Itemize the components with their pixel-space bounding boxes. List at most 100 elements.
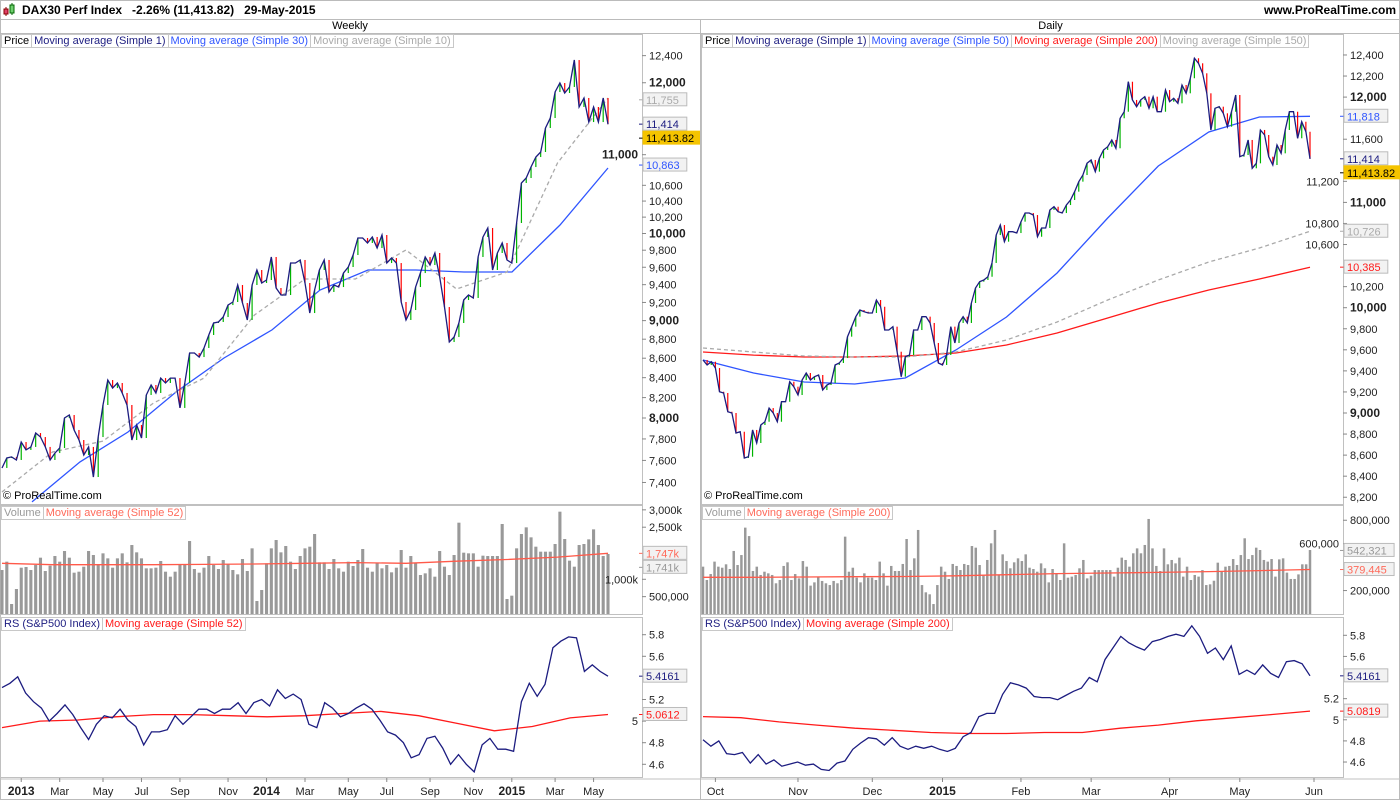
volume-bar	[495, 556, 499, 614]
volume-bar	[38, 557, 43, 614]
volume-bar	[322, 562, 326, 614]
timeframe-title: Weekly	[0, 20, 700, 34]
volume-bar	[1162, 548, 1166, 614]
volume-bar	[1205, 585, 1208, 614]
volume-bar	[29, 570, 33, 614]
legend-item[interactable]: Volume	[703, 507, 745, 519]
legend-item[interactable]: Moving average (Simple 200)	[806, 618, 950, 630]
x-tick-label: Jul	[380, 786, 394, 798]
rs-moving-average-line	[702, 710, 1311, 735]
volume-bar	[587, 539, 591, 614]
daily-chart[interactable]: Daily 12,400 12,200 12,000 11,600 11,200 11,0…	[700, 20, 1400, 800]
volume-bar	[1193, 574, 1196, 614]
last-value-box	[1343, 542, 1395, 557]
legend-item[interactable]: Moving average (Simple 150)	[1162, 35, 1307, 47]
legend-item[interactable]: Price	[703, 35, 734, 47]
volume-bar	[486, 556, 490, 614]
volume-bar	[1243, 538, 1246, 614]
y-tick-label: 4.8	[1350, 736, 1365, 748]
volume-bar	[183, 564, 187, 614]
volume-bar	[399, 550, 403, 614]
legend-item[interactable]: Moving average (Simple 200)	[746, 507, 891, 519]
legend-item[interactable]: Moving average (Simple 200)	[1012, 35, 1161, 47]
x-tick-label: 2014	[253, 784, 280, 798]
volume-bar	[601, 556, 605, 614]
legend-item[interactable]: Moving average (Simple 52)	[45, 507, 184, 519]
volume-bar	[974, 547, 978, 614]
volume-bar	[1239, 555, 1243, 614]
last-value-label: 11,818	[1347, 111, 1380, 123]
y-tick-label: 11,000	[1350, 195, 1386, 209]
y-tick-label: 5.2	[1324, 694, 1339, 706]
moving-average-line	[702, 230, 1311, 358]
volume-bar	[529, 537, 533, 614]
x-tick-label: Jun	[1305, 786, 1323, 798]
volume-bar	[582, 544, 586, 614]
price-panel	[701, 34, 1344, 505]
last-value-box	[1343, 165, 1400, 180]
legend-item[interactable]: RS (S&P500 Index)	[2, 618, 103, 630]
x-tick-label: Nov	[788, 786, 808, 798]
legend-item[interactable]: Moving average (Simple 50)	[870, 35, 1013, 47]
volume-bar	[188, 541, 192, 614]
volume-legend: Volume Moving average (Simple 52)	[1, 506, 187, 520]
volume-bar	[1001, 554, 1004, 614]
last-value-label: 5.4161	[646, 671, 680, 683]
volume-bar	[168, 576, 172, 614]
volume-bar	[96, 565, 100, 614]
last-value-label: 542,321	[1347, 545, 1387, 557]
volume-bar	[442, 566, 447, 614]
volume-bar	[1085, 578, 1089, 614]
volume-bar	[1074, 574, 1077, 614]
volume-bar	[1093, 570, 1097, 614]
weekly-chart-canvas[interactable]: 12,400 12,000 11,000 10,600 10,400 10,200 10,0…	[0, 20, 700, 800]
volume-bar	[226, 564, 230, 614]
volume-bar	[202, 567, 206, 614]
volume-bar	[313, 534, 317, 614]
volume-bar	[993, 529, 997, 614]
volume-bar	[886, 585, 889, 614]
y-tick-label: 12,000	[649, 76, 686, 90]
last-value-label: 5.0612	[646, 709, 680, 721]
volume-bar	[1028, 567, 1031, 614]
last-value-box	[642, 157, 688, 172]
volume-bar	[1304, 564, 1308, 614]
volume-bar	[236, 574, 240, 614]
moving-average-line	[31, 167, 609, 503]
volume-moving-average-line	[703, 568, 1311, 578]
volume-bar	[1124, 559, 1127, 614]
legend-item[interactable]: Moving average (Simple 1)	[32, 35, 169, 47]
legend-item[interactable]: Moving average (Simple 1)	[733, 35, 870, 47]
legend-item[interactable]: Moving average (Simple 30)	[169, 35, 312, 47]
y-tick-label: 8,000	[649, 411, 679, 425]
legend-item[interactable]: Volume	[2, 507, 44, 519]
volume-bar	[14, 589, 18, 614]
volume-bar	[423, 573, 427, 614]
rs-line	[702, 624, 1311, 772]
volume-bar	[481, 555, 485, 614]
y-tick-label: 4.8	[649, 738, 664, 750]
volume-bar	[500, 524, 504, 614]
y-tick-label: 1,000k	[605, 574, 639, 586]
weekly-chart[interactable]: Weekly 12,400 12,000 11,000 10,600 10,400 10,…	[0, 20, 700, 800]
y-tick-label: 9,200	[1350, 387, 1378, 399]
site-link[interactable]: www.ProRealTime.com	[1263, 3, 1396, 17]
last-value-label: 379,445	[1347, 565, 1387, 577]
volume-bar	[303, 548, 307, 614]
last-value-box	[642, 706, 688, 721]
x-tick-label: May	[338, 786, 359, 798]
legend-item[interactable]: Price	[2, 35, 33, 47]
volume-bar	[173, 571, 177, 614]
legend-item[interactable]: Moving average (Simple 10)	[313, 35, 451, 47]
volume-bar	[820, 580, 824, 614]
volume-bar	[1278, 559, 1281, 614]
legend-item[interactable]: Moving average (Simple 52)	[105, 618, 243, 630]
daily-chart-canvas[interactable]: 12,400 12,200 12,000 11,600 11,200 11,000 10,8…	[701, 20, 1400, 800]
volume-bar	[332, 559, 336, 614]
y-tick-label: 8,200	[649, 393, 677, 405]
volume-bar	[916, 529, 920, 614]
volume-bar	[24, 566, 28, 614]
volume-bar	[606, 554, 610, 614]
legend-item[interactable]: RS (S&P500 Index)	[703, 618, 804, 630]
y-tick-label: 5.8	[649, 630, 664, 642]
